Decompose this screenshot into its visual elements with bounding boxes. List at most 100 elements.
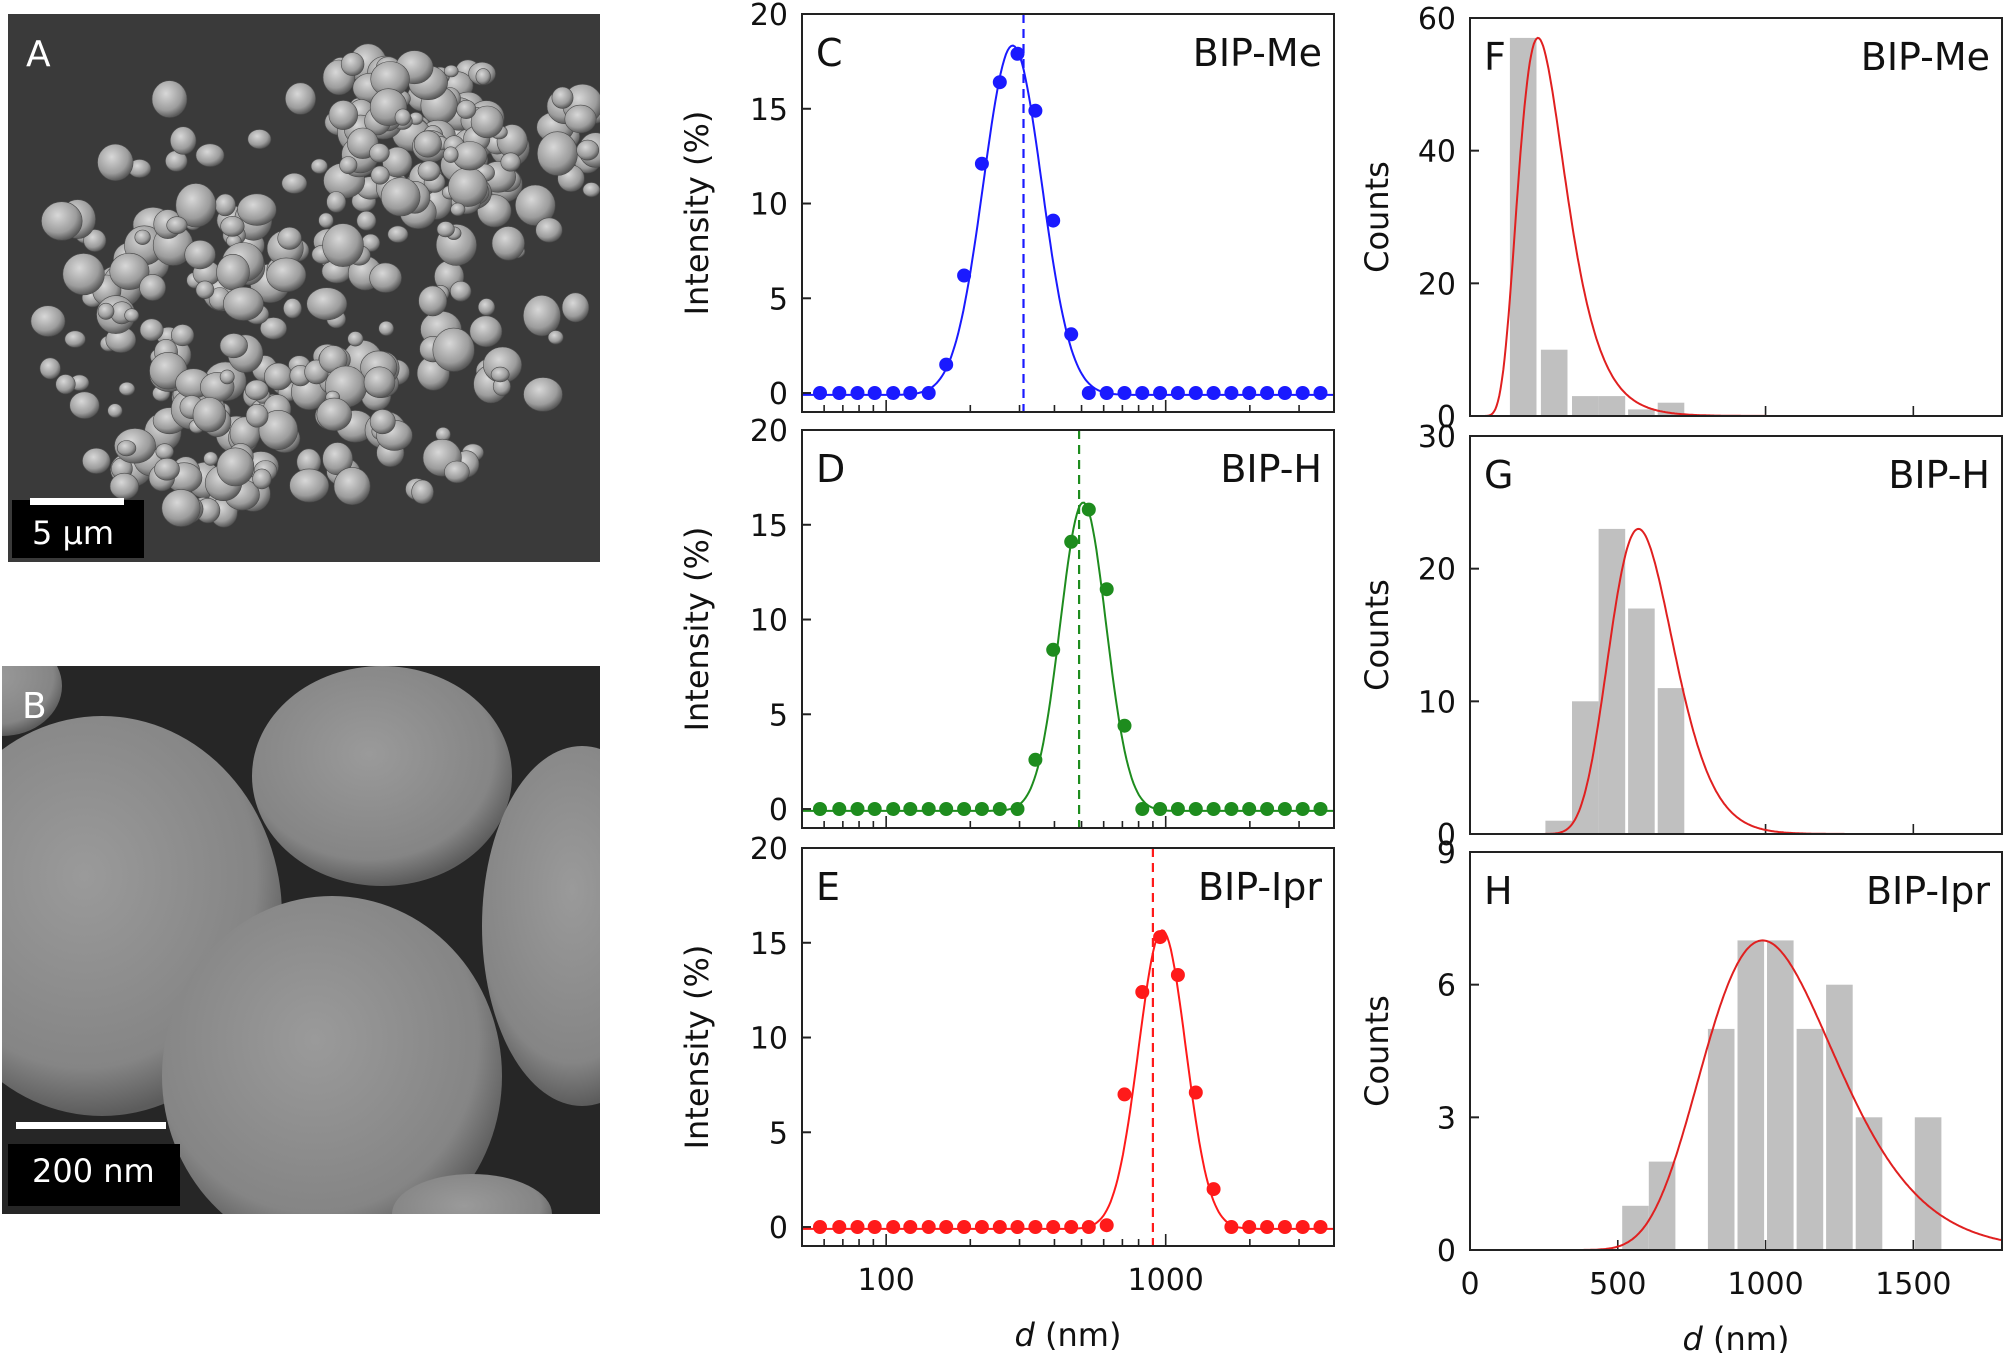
scale-bar-b-box bbox=[8, 1144, 180, 1206]
data-point bbox=[1170, 968, 1185, 982]
data-point bbox=[1224, 386, 1239, 400]
data-point bbox=[1010, 46, 1025, 61]
data-point bbox=[1206, 1182, 1221, 1197]
sem-particle bbox=[418, 285, 448, 317]
data-point bbox=[813, 1220, 827, 1234]
y-tick-label: 20 bbox=[750, 0, 788, 33]
data-point bbox=[1277, 386, 1292, 400]
sem-a-particles bbox=[30, 43, 600, 528]
histogram-bar bbox=[1826, 984, 1853, 1250]
sem-particle bbox=[369, 143, 390, 163]
scale-label-b: 200 nm bbox=[32, 1152, 155, 1190]
panel-letter-b: B bbox=[22, 686, 47, 727]
data-point bbox=[921, 1220, 936, 1234]
data-point bbox=[974, 802, 989, 816]
data-point bbox=[1170, 802, 1185, 816]
data-point bbox=[1224, 1220, 1239, 1234]
y-tick-label: 10 bbox=[750, 604, 788, 639]
data-point bbox=[1295, 386, 1310, 400]
sem-particle bbox=[203, 451, 218, 466]
data-point bbox=[1153, 802, 1168, 816]
sem-particle bbox=[322, 223, 364, 267]
y-tick-label: 0 bbox=[769, 377, 788, 412]
data-point bbox=[1046, 213, 1061, 228]
data-point bbox=[1313, 386, 1328, 400]
sem-particle bbox=[151, 80, 188, 118]
sem-particle bbox=[490, 366, 510, 383]
panel-letter-a: A bbox=[26, 34, 51, 75]
sem-particle bbox=[339, 156, 358, 175]
panel-letter: H bbox=[1484, 869, 1513, 913]
x-axis-label: d (nm) bbox=[1015, 1316, 1122, 1353]
sem-particle bbox=[551, 86, 574, 109]
y-tick-label: 15 bbox=[750, 509, 788, 544]
sem-particle bbox=[64, 330, 86, 348]
y-tick-label: 20 bbox=[750, 832, 788, 867]
data-point bbox=[813, 802, 827, 816]
data-point bbox=[832, 386, 847, 400]
panel-letter: F bbox=[1484, 35, 1506, 79]
sem-particle bbox=[369, 409, 396, 435]
plot-frame bbox=[801, 13, 1335, 413]
data-point bbox=[867, 1220, 882, 1234]
histogram-bar bbox=[1509, 37, 1537, 417]
sem-particle bbox=[220, 216, 245, 237]
sem-particle bbox=[116, 440, 137, 457]
sem-particle bbox=[477, 298, 496, 316]
y-tick-label: 10 bbox=[750, 1022, 788, 1057]
sem-particle bbox=[370, 165, 390, 185]
sem-particle bbox=[216, 447, 255, 487]
fit-curve bbox=[1471, 527, 2002, 835]
sample-label: BIP-Ipr bbox=[1198, 865, 1322, 909]
plot-frame bbox=[801, 429, 1335, 829]
sem-particle bbox=[258, 409, 298, 450]
chart-e: 0 5 10 15 20 100 1000 Intensity (%) d (nm) E BIP-I… bbox=[678, 832, 1335, 1353]
sem-particle bbox=[413, 130, 442, 158]
histogram-bar bbox=[1648, 1161, 1676, 1250]
sem-particle bbox=[82, 447, 111, 474]
data-point bbox=[1010, 802, 1025, 816]
data-point bbox=[1295, 802, 1310, 816]
sem-particle bbox=[380, 177, 421, 217]
sem-sphere bbox=[252, 666, 512, 886]
data-point bbox=[1153, 386, 1168, 400]
sem-particle bbox=[443, 64, 459, 78]
y-tick-label: 0 bbox=[1437, 1234, 1456, 1269]
x-tick-label: 100 bbox=[858, 1263, 915, 1298]
data-point bbox=[1135, 985, 1150, 999]
x-axis-label-var: d bbox=[1683, 1320, 1704, 1353]
sem-particle bbox=[161, 489, 201, 527]
sem-image-a: A 5 µm bbox=[8, 14, 600, 562]
sem-particle bbox=[475, 68, 491, 85]
data-point bbox=[1295, 1220, 1310, 1234]
data-point bbox=[1188, 1085, 1203, 1100]
sem-particle bbox=[387, 225, 409, 243]
sem-image-b: B 200 nm bbox=[2, 666, 600, 1214]
y-tick-label: 30 bbox=[1418, 420, 1456, 455]
y-tick-label: 5 bbox=[769, 1116, 788, 1151]
plot-frame bbox=[801, 847, 1335, 1247]
histogram-bar bbox=[1767, 940, 1794, 1250]
sem-particle bbox=[184, 240, 216, 270]
sem-particle bbox=[166, 216, 188, 234]
fit-curve bbox=[802, 44, 1334, 396]
data-point bbox=[1028, 752, 1043, 767]
sem-particle bbox=[124, 308, 140, 323]
x-tick-label: 1000 bbox=[1727, 1267, 1803, 1302]
sem-particle bbox=[450, 280, 472, 302]
data-point bbox=[1277, 802, 1292, 816]
histogram-bar bbox=[1914, 1117, 1942, 1250]
sem-particle bbox=[62, 253, 105, 296]
sem-particle bbox=[347, 331, 364, 347]
sem-particle bbox=[97, 302, 115, 320]
data-point bbox=[1135, 802, 1150, 816]
sample-label: BIP-H bbox=[1888, 453, 1990, 497]
sem-sphere bbox=[162, 896, 502, 1214]
sem-particle bbox=[363, 366, 396, 398]
data-point bbox=[939, 1220, 954, 1234]
data-point bbox=[1260, 802, 1275, 816]
data-point bbox=[813, 386, 827, 400]
sem-particle bbox=[306, 287, 348, 321]
scale-bar-a bbox=[30, 498, 124, 505]
data-point bbox=[1099, 1218, 1114, 1233]
